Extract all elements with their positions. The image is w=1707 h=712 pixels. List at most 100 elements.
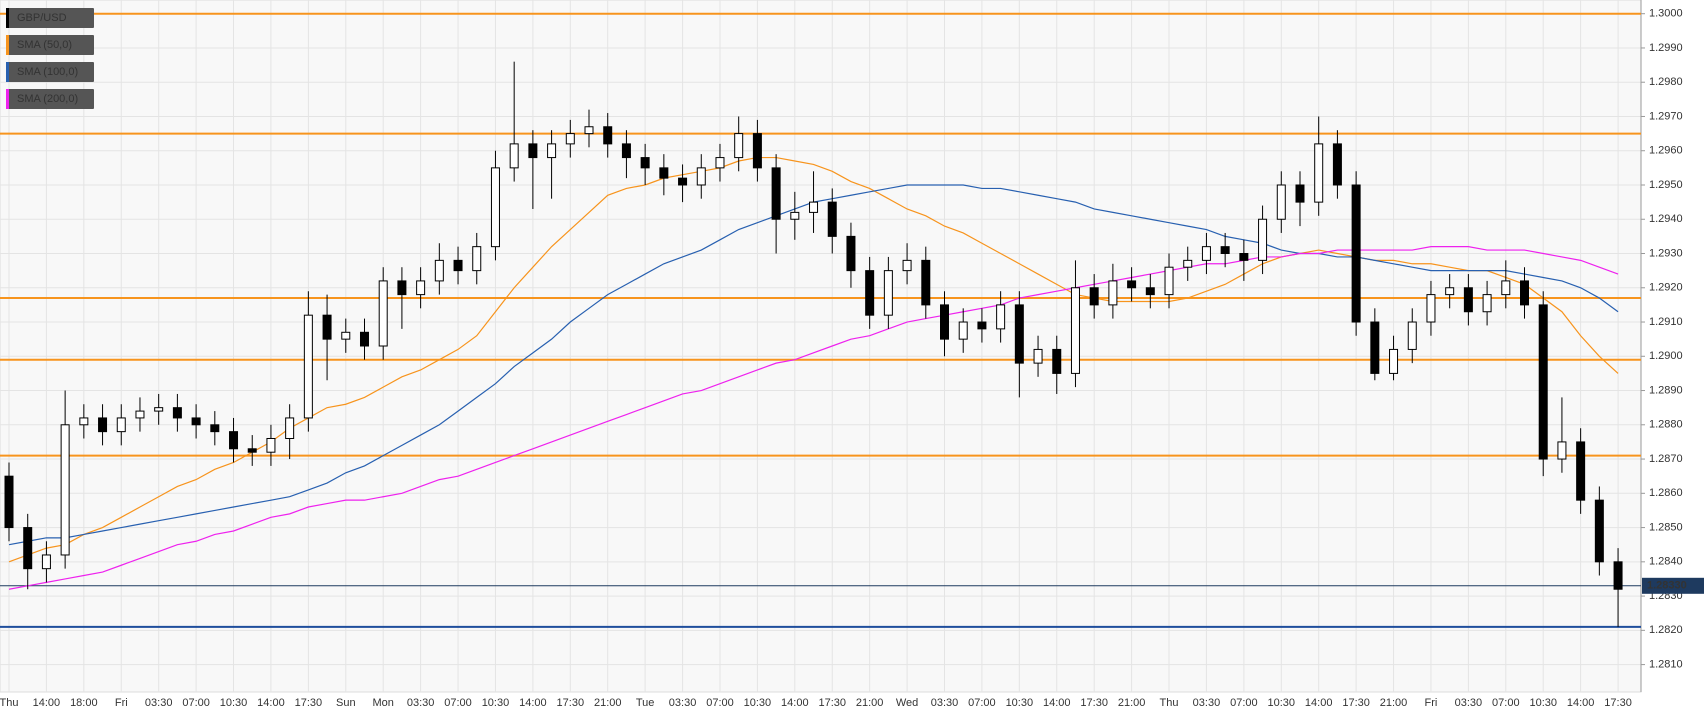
- x-tick-label: Wed: [896, 697, 918, 709]
- legend-swatch: [6, 62, 9, 82]
- candle-body: [659, 167, 669, 179]
- x-tick-label: 17:30: [295, 697, 323, 709]
- candle-body: [1239, 253, 1249, 261]
- candle-body: [416, 280, 426, 296]
- y-tick-label: 1.2810: [1649, 659, 1683, 671]
- y-tick-label: 1.2960: [1649, 145, 1683, 157]
- x-tick-label: Tue: [636, 697, 655, 709]
- candle-body: [1276, 184, 1286, 220]
- candle-body: [1351, 184, 1361, 323]
- candle-body: [584, 126, 594, 135]
- x-tick-label: 10:30: [1268, 697, 1296, 709]
- legend-swatch: [6, 35, 9, 55]
- candle-body: [41, 554, 51, 570]
- y-tick-label: 1.2900: [1649, 350, 1683, 362]
- x-tick-label: 07:00: [182, 697, 210, 709]
- x-tick-label: Fri: [115, 697, 128, 709]
- legend-swatch: [6, 8, 9, 28]
- candle-body: [696, 167, 706, 186]
- candle-body: [490, 167, 500, 248]
- x-tick-label: 14:00: [781, 697, 809, 709]
- candle-body: [285, 417, 295, 439]
- candle-body: [1445, 287, 1455, 296]
- legend-box: [6, 35, 94, 55]
- x-tick-label: 18:00: [70, 697, 98, 709]
- x-tick-label: 07:00: [1230, 697, 1258, 709]
- x-tick-label: 21:00: [1380, 697, 1408, 709]
- x-tick-label: 03:30: [1455, 697, 1483, 709]
- candle-body: [809, 201, 819, 213]
- x-tick-label: 14:00: [33, 697, 61, 709]
- x-tick-label: 07:00: [968, 697, 996, 709]
- x-tick-label: 10:30: [220, 697, 248, 709]
- candle-body: [734, 133, 744, 159]
- x-tick-label: 07:00: [706, 697, 734, 709]
- x-tick-label: 14:00: [1567, 697, 1595, 709]
- legend-box: [6, 8, 94, 28]
- x-tick-label: 03:30: [931, 697, 959, 709]
- legend-label: SMA (100,0): [17, 66, 78, 78]
- candle-body: [1183, 259, 1193, 268]
- candle-body: [1201, 246, 1211, 261]
- candle-body: [790, 211, 800, 220]
- candle-body: [1482, 294, 1492, 313]
- candle-body: [98, 417, 108, 433]
- candle-body: [1295, 184, 1305, 203]
- candle-body: [1070, 287, 1080, 374]
- candle-body: [846, 235, 856, 272]
- x-tick-label: 21:00: [594, 697, 622, 709]
- y-tick-label: 1.2870: [1649, 453, 1683, 465]
- candle-body: [1108, 280, 1118, 306]
- candle-body: [752, 133, 762, 169]
- candle-body: [303, 314, 313, 419]
- x-tick-label: 14:00: [519, 697, 547, 709]
- sma-line: [8, 156, 1619, 563]
- candle-body: [229, 431, 239, 450]
- x-tick-label: Thu: [1160, 697, 1179, 709]
- last-price-label: 1.28330: [1647, 580, 1687, 592]
- x-tick-label: Mon: [372, 697, 393, 709]
- candle-body: [1258, 218, 1268, 261]
- candle-body: [1145, 287, 1155, 296]
- x-tick-label: 21:00: [1118, 697, 1146, 709]
- candle-body: [902, 259, 912, 272]
- x-tick-label: 03:30: [145, 697, 173, 709]
- y-tick-label: 1.3000: [1649, 8, 1683, 20]
- candle-body: [1520, 280, 1530, 306]
- x-tick-label: 03:30: [669, 697, 697, 709]
- candle-body: [827, 201, 837, 237]
- x-tick-label: 17:30: [818, 697, 846, 709]
- candle-body: [1576, 441, 1586, 501]
- y-tick-label: 1.2940: [1649, 213, 1683, 225]
- legend-box: [6, 89, 94, 109]
- candle-body: [453, 259, 463, 272]
- candle-body: [266, 437, 276, 453]
- candle-body: [958, 321, 968, 340]
- candle-body: [1014, 304, 1024, 364]
- candle-body: [1613, 561, 1623, 590]
- candle-body: [977, 321, 987, 330]
- candle-body: [865, 270, 875, 316]
- legend-box: [6, 62, 94, 82]
- x-tick-label: 07:00: [444, 697, 472, 709]
- candle-body: [1314, 143, 1324, 203]
- candle-body: [191, 417, 201, 426]
- x-tick-label: 17:30: [1604, 697, 1632, 709]
- candle-body: [359, 331, 369, 347]
- x-tick-label: 21:00: [856, 697, 884, 709]
- candle-body: [378, 280, 388, 347]
- x-tick-label: 07:00: [1492, 697, 1520, 709]
- y-tick-label: 1.2860: [1649, 487, 1683, 499]
- y-tick-label: 1.2890: [1649, 384, 1683, 396]
- y-tick-label: 1.2880: [1649, 419, 1683, 431]
- candle-body: [472, 246, 482, 272]
- candle-body: [154, 407, 164, 412]
- candle-body: [883, 270, 893, 316]
- candle-body: [640, 157, 650, 169]
- candle-body: [397, 280, 407, 296]
- candle-body: [621, 143, 631, 159]
- x-tick-label: 17:30: [1342, 697, 1370, 709]
- candle-body: [210, 424, 220, 433]
- legend-label: SMA (50,0): [17, 39, 72, 51]
